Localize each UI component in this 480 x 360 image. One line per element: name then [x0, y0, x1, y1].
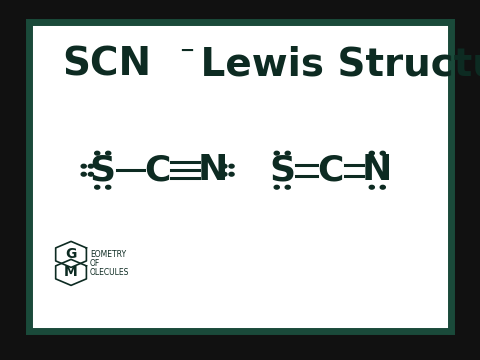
Text: S: S [269, 153, 295, 187]
Circle shape [88, 172, 94, 176]
Text: Lewis Structure: Lewis Structure [187, 46, 480, 84]
Circle shape [285, 185, 290, 189]
Text: S: S [90, 153, 116, 187]
Circle shape [95, 185, 100, 189]
Circle shape [106, 151, 111, 155]
Text: N: N [362, 153, 393, 187]
Circle shape [274, 151, 279, 155]
Circle shape [95, 151, 100, 155]
Circle shape [222, 172, 227, 176]
Circle shape [380, 185, 385, 189]
Text: OLECULES: OLECULES [90, 269, 130, 278]
Circle shape [285, 151, 290, 155]
Circle shape [369, 185, 374, 189]
Text: N: N [197, 153, 228, 187]
Circle shape [81, 172, 86, 176]
Circle shape [222, 164, 227, 168]
Circle shape [106, 185, 111, 189]
Circle shape [229, 164, 234, 168]
Text: G: G [65, 247, 77, 261]
Text: OF: OF [90, 259, 100, 268]
Circle shape [380, 151, 385, 155]
Text: −: − [179, 42, 194, 60]
Text: SCN: SCN [62, 46, 152, 84]
Circle shape [229, 172, 234, 176]
Circle shape [369, 151, 374, 155]
Circle shape [274, 185, 279, 189]
Text: M: M [64, 265, 78, 279]
Text: C: C [144, 153, 171, 187]
Text: C: C [318, 153, 344, 187]
Text: EOMETRY: EOMETRY [90, 250, 126, 259]
Circle shape [81, 164, 86, 168]
Circle shape [88, 164, 94, 168]
